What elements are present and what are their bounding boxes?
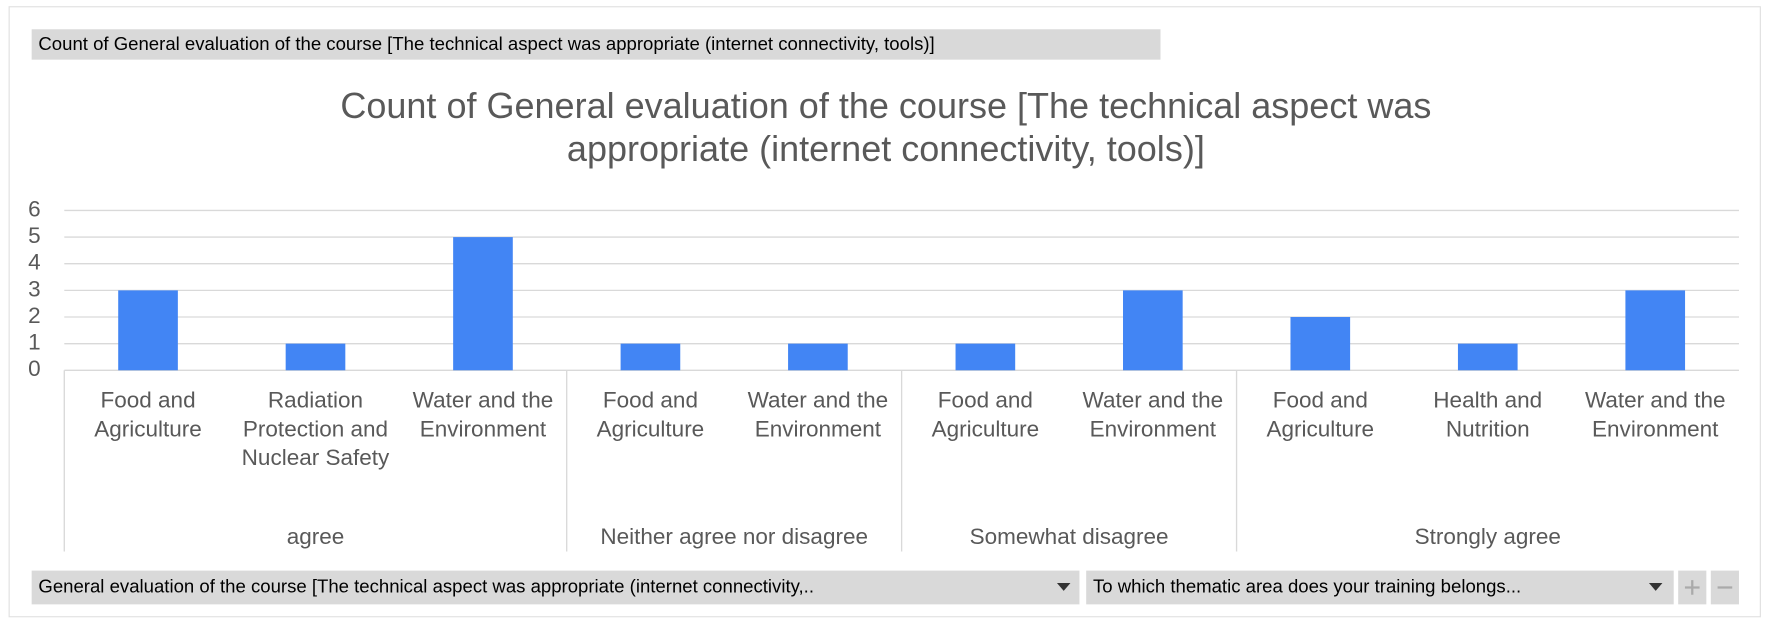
bar [1123,290,1183,371]
x-tick-label-box: Water and the Environment [747,388,889,442]
y-tick-label: 0 [28,356,41,381]
bar [788,343,848,371]
y-tick-label: 1 [28,330,41,355]
field-button[interactable]: Count of General evaluation of the cours… [38,33,934,54]
x-tick-label: Water and the Environment [1082,388,1224,442]
bar [453,237,513,371]
group-label: agree [287,524,345,549]
chart-title-box: Count of General evaluation of the cours… [340,85,1432,169]
y-tick-label: 2 [28,303,41,328]
group-label: Strongly agree [1415,524,1561,549]
x-tick-label-box: Health and Nutrition [1433,388,1543,442]
x-tick-label-box: Water and the Environment [412,388,554,442]
x-tick-label: Radiation Protection and Nuclear Safety [241,388,390,471]
y-tick-label: 4 [28,250,41,275]
filter-bg [31,570,1080,605]
x-tick-label-box: Food and Agriculture [931,388,1040,442]
dropdown-arrow[interactable] [1056,582,1071,591]
dropdown-arrow[interactable] [1648,582,1663,591]
filter-bg [1086,570,1674,605]
x-tick-label-box: Radiation Protection and Nuclear Safety [241,388,390,471]
x-tick-label-box: Food and Agriculture [94,388,202,442]
group-label: Neither agree nor disagree [600,524,868,549]
x-tick-label-box: Food and Agriculture [1266,388,1375,442]
x-tick-label-box: Food and Agriculture [596,388,705,442]
x-tick-label: Water and the Environment [412,388,554,442]
x-tick-label: Food and Agriculture [596,388,705,442]
plus-icon [1684,580,1700,595]
filter-button[interactable]: To which thematic area does your trainin… [1093,575,1521,596]
x-tick-label-box: Water and the Environment [1082,388,1224,442]
y-tick-label: 5 [28,223,41,248]
chart-title: Count of General evaluation of the cours… [340,85,1432,169]
x-tick-label: Water and the Environment [747,388,889,442]
x-tick-label: Food and Agriculture [94,388,202,442]
bar [285,343,346,371]
x-tick-label: Health and Nutrition [1433,388,1543,442]
bar [955,343,1016,371]
x-tick-label: Water and the Environment [1584,388,1726,442]
bar [1625,290,1686,371]
x-tick-label-box: Water and the Environment [1584,388,1726,442]
bar [1457,343,1518,371]
group-label: Somewhat disagree [970,524,1169,549]
chart-frame [8,6,1761,618]
filter-button[interactable]: General evaluation of the course [The te… [38,575,814,596]
bar [1290,317,1351,371]
y-tick-label: 6 [28,196,41,221]
x-tick-label: Food and Agriculture [931,388,1040,442]
field-button-bg [31,29,1161,60]
x-tick-label: Food and Agriculture [1266,388,1375,442]
bar [118,290,178,371]
y-tick-label: 3 [28,276,41,301]
bar [620,343,681,371]
